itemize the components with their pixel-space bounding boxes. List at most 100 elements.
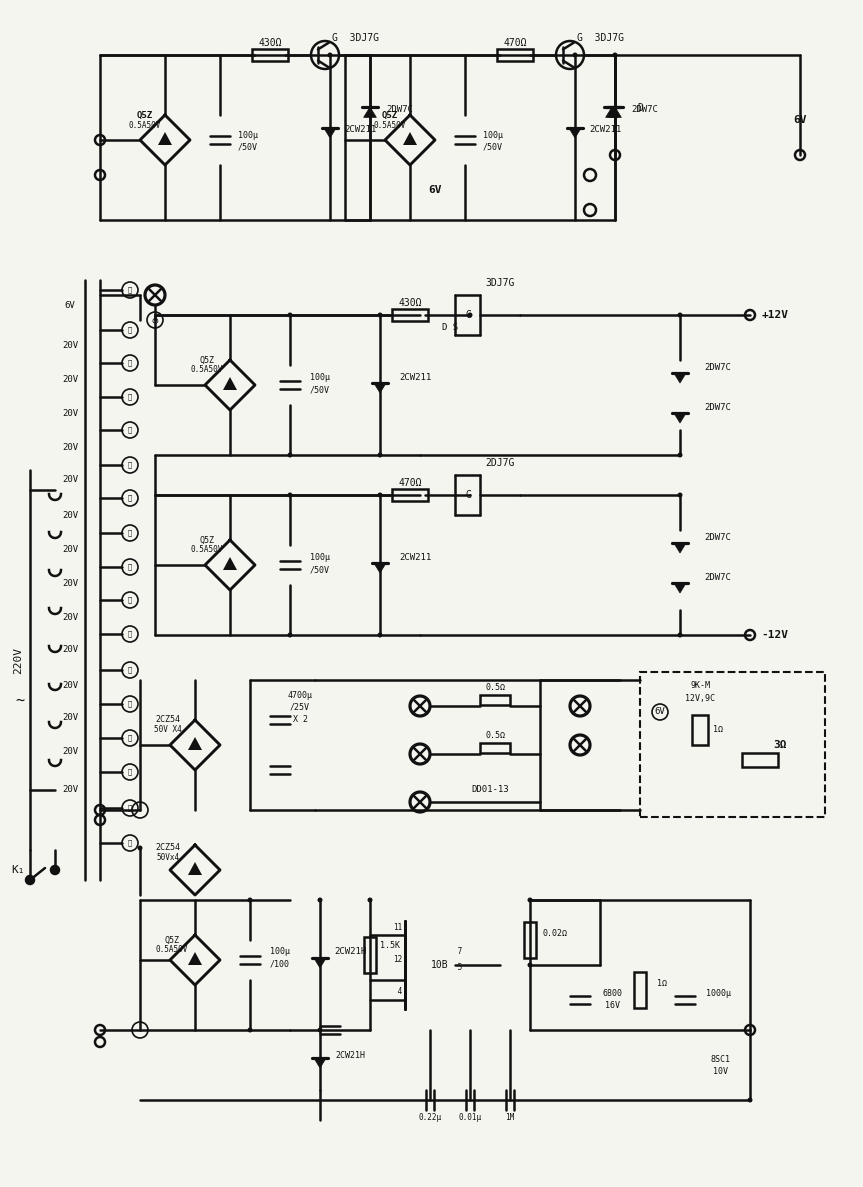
Bar (742, 753, 778, 767)
Text: +12V: +12V (761, 310, 789, 320)
Text: ⑯: ⑯ (128, 805, 132, 811)
Text: 0.22μ: 0.22μ (419, 1113, 442, 1123)
Bar (480, 696, 510, 705)
Text: ~: ~ (16, 692, 24, 707)
Polygon shape (674, 542, 686, 553)
Text: 20V: 20V (62, 408, 78, 418)
Text: 20V: 20V (62, 713, 78, 723)
Circle shape (26, 876, 34, 884)
Text: 20V: 20V (62, 786, 78, 794)
Text: /25V: /25V (290, 703, 310, 711)
Text: 4: 4 (394, 988, 403, 997)
Text: ⑬: ⑬ (128, 700, 132, 707)
Text: 2DW7C: 2DW7C (704, 573, 732, 583)
Circle shape (377, 493, 382, 497)
Text: 20V: 20V (62, 748, 78, 756)
Polygon shape (223, 377, 237, 391)
Text: 1Ω: 1Ω (713, 725, 723, 735)
Text: 2CW211: 2CW211 (343, 126, 376, 134)
Text: ⑩: ⑩ (128, 597, 132, 603)
Bar (692, 715, 708, 745)
Text: ②: ② (128, 326, 132, 334)
Text: Q5Z: Q5Z (382, 110, 398, 120)
Circle shape (613, 52, 618, 57)
Text: ⑧: ⑧ (128, 529, 132, 537)
Text: K₁: K₁ (11, 865, 25, 875)
Text: ⑫: ⑫ (128, 667, 132, 673)
Text: 20V: 20V (62, 341, 78, 349)
Text: 2CW21H: 2CW21H (334, 947, 366, 957)
Text: /50V: /50V (483, 142, 503, 152)
Circle shape (747, 1098, 753, 1103)
Text: 100μ: 100μ (483, 131, 503, 140)
Text: 0.5A50V: 0.5A50V (374, 121, 406, 131)
Text: 5: 5 (453, 964, 463, 972)
Polygon shape (674, 583, 686, 594)
Bar (640, 672, 825, 817)
Bar (392, 489, 428, 501)
Text: 3DJ7G: 3DJ7G (485, 278, 514, 288)
Text: ⑥: ⑥ (128, 462, 132, 469)
Text: 0.5Ω: 0.5Ω (485, 684, 505, 692)
Text: 20V: 20V (62, 612, 78, 622)
Text: 1.5K: 1.5K (380, 940, 400, 950)
Text: 0.01μ: 0.01μ (458, 1113, 482, 1123)
Bar (634, 972, 646, 1008)
Polygon shape (363, 107, 376, 118)
Polygon shape (313, 1058, 326, 1068)
Text: 12V,9C: 12V,9C (685, 693, 715, 703)
Text: 10B: 10B (432, 960, 449, 970)
Text: 11: 11 (394, 923, 403, 933)
Text: ⑪: ⑪ (128, 630, 132, 637)
Text: 470Ω: 470Ω (503, 38, 526, 47)
Text: 4700μ: 4700μ (287, 691, 312, 699)
Polygon shape (223, 557, 237, 570)
Polygon shape (188, 952, 202, 965)
Text: G: G (465, 310, 471, 320)
Text: 2CW211: 2CW211 (399, 553, 432, 563)
Circle shape (377, 633, 382, 637)
Text: X 2: X 2 (293, 715, 307, 724)
Bar (524, 922, 536, 958)
Text: Q5Z: Q5Z (137, 110, 153, 120)
Text: 2DW7C: 2DW7C (632, 106, 658, 114)
Circle shape (677, 493, 683, 497)
Text: 2CW21H: 2CW21H (335, 1050, 365, 1060)
Circle shape (287, 633, 293, 637)
Bar (497, 49, 533, 61)
Circle shape (368, 897, 373, 902)
Circle shape (318, 897, 323, 902)
Text: 1000μ: 1000μ (705, 989, 730, 997)
Text: G: G (465, 490, 471, 500)
Polygon shape (313, 958, 326, 969)
Text: ⑦: ⑦ (128, 495, 132, 501)
Text: G  3DJ7G: G 3DJ7G (331, 33, 379, 43)
Text: 3Ω: 3Ω (773, 740, 787, 750)
Circle shape (318, 1028, 323, 1033)
Text: ⑭: ⑭ (128, 735, 132, 742)
Text: 20V: 20V (62, 546, 78, 554)
Text: 220V: 220V (13, 647, 23, 673)
Text: 9K-M: 9K-M (690, 680, 710, 690)
Text: ⑮: ⑮ (128, 769, 132, 775)
Text: /50V: /50V (310, 386, 330, 394)
Circle shape (527, 963, 532, 967)
Circle shape (287, 312, 293, 317)
Text: 2CW211: 2CW211 (399, 374, 432, 382)
Text: 20V: 20V (62, 443, 78, 451)
Text: 1M: 1M (506, 1113, 514, 1123)
Circle shape (248, 1028, 253, 1033)
Text: ⑰: ⑰ (128, 839, 132, 846)
Text: Q5Z: Q5Z (165, 935, 180, 945)
Text: 0.5A50V: 0.5A50V (129, 121, 161, 131)
Text: /50V: /50V (238, 142, 258, 152)
Text: 6800: 6800 (602, 989, 622, 997)
Text: 20V: 20V (62, 375, 78, 385)
Circle shape (677, 633, 683, 637)
Bar (392, 309, 428, 320)
Text: -12V: -12V (761, 630, 789, 640)
Polygon shape (674, 373, 686, 383)
Text: 2DJ7G: 2DJ7G (485, 458, 514, 468)
Text: 100μ: 100μ (310, 374, 330, 382)
Text: 12: 12 (394, 956, 403, 965)
